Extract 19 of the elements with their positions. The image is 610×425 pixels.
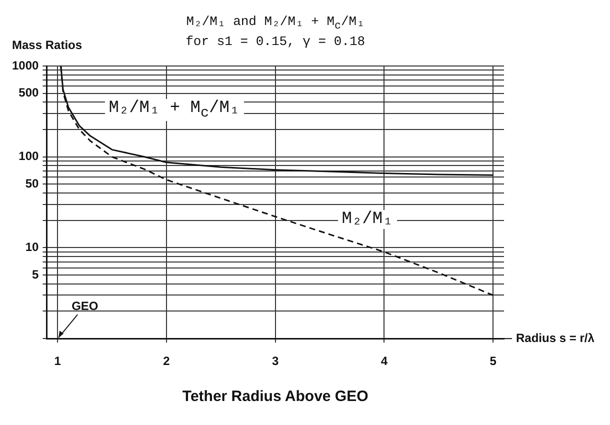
x-tick-label: 3 [272, 354, 280, 368]
text: Radius s = r/λ [516, 330, 595, 345]
x-tick-label: 5 [490, 354, 497, 368]
series-label: M₂/M₁ + M$_{c}$/M₁ [104, 98, 244, 122]
y-tick-label: 10 [25, 240, 40, 254]
x-tick-label: 2 [163, 354, 170, 368]
y-tick-label: 500 [18, 86, 40, 100]
y-tick-label: 100 [18, 149, 40, 164]
x-tick-label: 1 [54, 354, 62, 368]
chart-subtitle: for s1 = 0.15, γ = 0.18 [186, 34, 366, 49]
y-tick-label: 5 [32, 267, 40, 282]
x-tick-label: 4 [380, 354, 388, 368]
annotation: GEO [72, 298, 98, 313]
y-tick-label: 50 [25, 176, 40, 191]
y-axis-title: Mass Ratios [12, 38, 82, 52]
y-tick-label: 1000 [12, 58, 40, 72]
chart-title: M₂/M₁ and M₂/M₁ + M$_{c}$/M₁ [186, 14, 364, 33]
x-axis-title: Tether Radius Above GEO [182, 388, 368, 405]
series-label: M₂/M₁ [338, 210, 397, 230]
